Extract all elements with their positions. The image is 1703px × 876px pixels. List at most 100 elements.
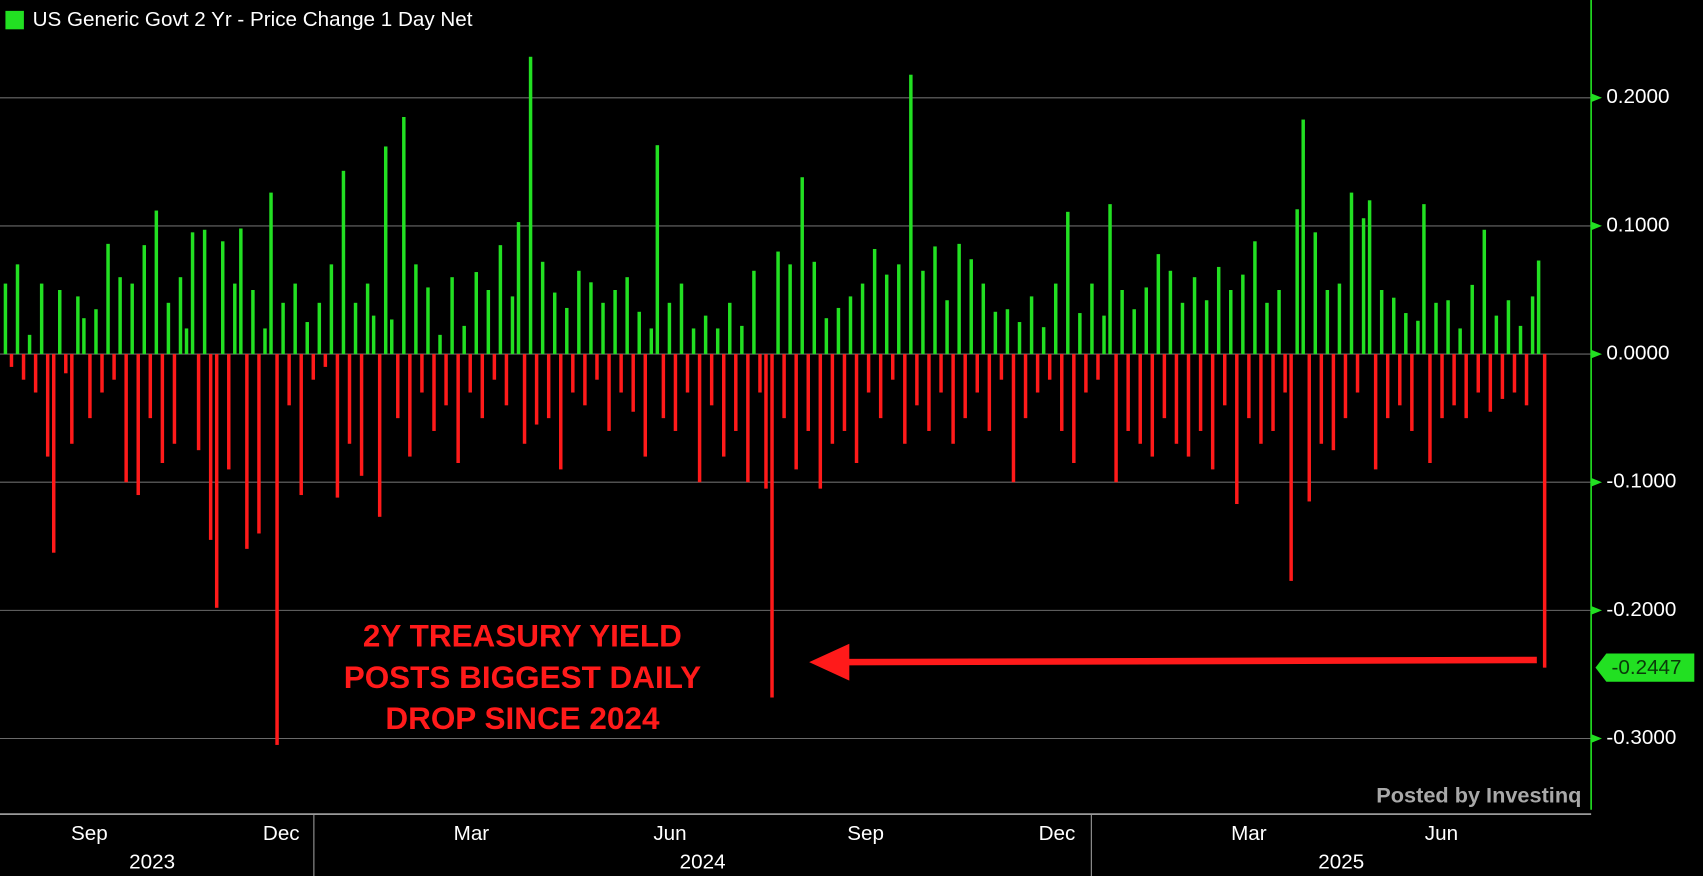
bar	[1204, 300, 1209, 355]
bar	[299, 354, 303, 496]
bar	[106, 243, 110, 355]
bar	[21, 354, 26, 380]
bar	[1210, 354, 1215, 470]
bar	[1536, 260, 1541, 355]
bar	[637, 311, 641, 355]
bar	[782, 354, 786, 419]
bar	[220, 241, 225, 355]
bar	[528, 56, 533, 355]
bar	[1428, 354, 1432, 463]
bar	[987, 354, 992, 431]
bar	[939, 354, 943, 393]
year-label: 2023	[129, 850, 175, 873]
bar	[1277, 289, 1281, 355]
bar	[1283, 354, 1287, 393]
bar	[293, 283, 297, 355]
annotation-text: POSTS BIGGEST DAILY	[344, 660, 701, 695]
bar	[371, 315, 376, 355]
bar	[607, 354, 611, 431]
bar	[963, 354, 967, 419]
bar	[1301, 119, 1305, 355]
bar	[516, 222, 521, 355]
bar	[824, 318, 829, 355]
bar	[806, 354, 810, 431]
bar	[263, 328, 267, 355]
bar	[1259, 354, 1263, 444]
bar	[999, 354, 1004, 380]
bar	[462, 325, 466, 355]
bar	[341, 170, 346, 355]
bar	[1162, 354, 1167, 419]
bar	[625, 277, 629, 355]
bar	[1023, 354, 1028, 419]
last-value-label: -0.2447	[1612, 656, 1682, 679]
bar	[1367, 200, 1372, 355]
bar	[353, 302, 358, 355]
bar	[1174, 354, 1179, 444]
bar	[15, 264, 20, 355]
y-tick-mark	[1591, 349, 1602, 359]
bar	[1476, 354, 1480, 393]
bar	[317, 302, 322, 355]
bar	[691, 328, 696, 355]
bar	[921, 270, 925, 355]
bar	[891, 354, 895, 380]
bar	[190, 232, 195, 355]
bar	[685, 354, 690, 393]
y-tick-label: 0.1000	[1606, 213, 1669, 236]
bar	[311, 354, 316, 380]
bar	[1066, 211, 1070, 355]
bar	[335, 354, 340, 498]
bar	[1084, 354, 1088, 393]
year-label: 2024	[680, 850, 726, 873]
bar	[734, 354, 738, 431]
y-tick-mark	[1591, 734, 1602, 743]
bar	[836, 307, 841, 355]
y-tick-label: 0.0000	[1606, 342, 1669, 365]
bar	[1470, 284, 1474, 355]
bar	[631, 354, 635, 412]
bar	[408, 354, 412, 457]
annotation-text: 2Y TREASURY YIELD	[363, 619, 682, 654]
bar	[1458, 328, 1462, 355]
bar	[577, 270, 581, 355]
bar	[764, 354, 768, 489]
bar	[613, 289, 617, 355]
bar	[522, 354, 527, 444]
bar	[975, 354, 979, 393]
bar	[82, 318, 86, 355]
x-tick-label: Mar	[1231, 822, 1267, 845]
bar	[788, 264, 792, 355]
bar	[897, 264, 901, 355]
bar	[1319, 354, 1324, 444]
bar	[323, 354, 328, 367]
year-label: 2025	[1318, 850, 1364, 873]
bar	[673, 354, 678, 431]
bar	[154, 210, 159, 355]
bar	[1349, 192, 1354, 355]
bar	[1488, 354, 1493, 412]
bar	[854, 354, 859, 463]
bar	[239, 228, 243, 355]
bar	[1138, 354, 1142, 444]
bar	[1530, 296, 1535, 355]
bar	[383, 146, 388, 355]
bar	[1005, 309, 1010, 355]
bar	[1222, 354, 1227, 406]
bar	[1198, 354, 1203, 431]
bar	[649, 328, 654, 355]
bar	[1132, 309, 1136, 355]
bar	[721, 354, 726, 457]
bar	[130, 283, 134, 355]
bar	[915, 354, 919, 406]
bar	[1512, 354, 1517, 393]
bar	[329, 264, 334, 355]
bar	[1126, 354, 1130, 431]
bar	[981, 283, 986, 355]
bar	[1379, 289, 1384, 355]
bar	[51, 354, 56, 553]
bar	[993, 311, 998, 355]
bar	[697, 354, 702, 483]
bar	[33, 354, 38, 393]
bar	[1108, 204, 1112, 355]
